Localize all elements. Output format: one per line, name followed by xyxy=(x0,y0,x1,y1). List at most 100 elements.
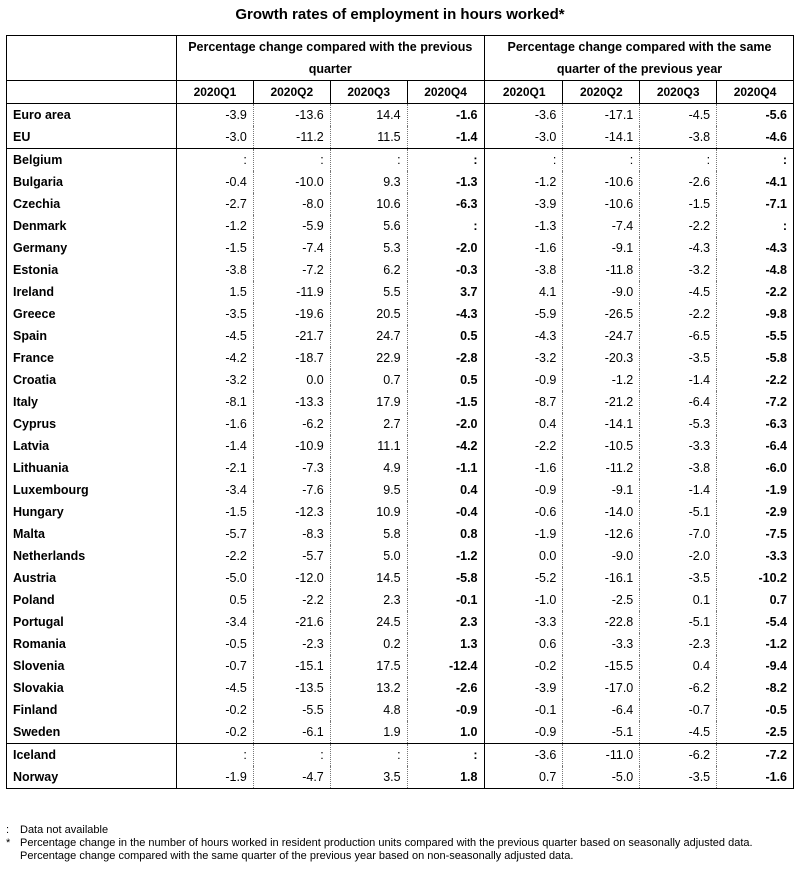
qoq-group-header: Percentage change compared with the prev… xyxy=(176,35,484,81)
value-cell: -17.0 xyxy=(562,677,640,699)
country-name: Italy xyxy=(6,391,177,413)
value-cell: -9.1 xyxy=(562,479,640,501)
table-row: Malta -5.7 -8.3 5.8 0.8 -1.9 -12.6 -7.0 -7.5 xyxy=(6,523,794,545)
country-name: Iceland xyxy=(6,743,177,766)
value-cell: 0.4 xyxy=(538,417,557,431)
value-cell: -16.1 xyxy=(562,567,640,589)
value-cell: 0.5 xyxy=(406,369,484,391)
table-row: Iceland:::: -3.6 -11.0 -6.2 -7.2 xyxy=(6,743,794,766)
value-cell: -2.5 xyxy=(562,589,640,611)
value-cell: -2.6 xyxy=(406,677,484,699)
value-cell: -3.8 xyxy=(639,126,717,149)
value-cell: -0.1 xyxy=(406,589,484,611)
table-row: Slovakia -4.5 -13.5 13.2 -2.6 -3.9 -17.0 -6.2 -8… xyxy=(6,677,794,699)
value-cell: -4.3 xyxy=(716,237,794,259)
table-row: Slovenia -0.7 -15.1 17.5 -12.4 -0.2 -15.5 0.4 -9… xyxy=(6,655,794,677)
value-cell: -4.8 xyxy=(716,259,794,281)
table-row: Bulgaria -0.4 -10.0 9.3 -1.3 -1.2 -10.6 -2.6 -4.… xyxy=(6,171,794,193)
value-cell: 0.0 xyxy=(538,549,557,563)
value-cell: -2.3 xyxy=(252,633,331,655)
value-cell: 24.7 xyxy=(329,325,408,347)
value-cell: -2.3 xyxy=(639,633,717,655)
value-cell: -4.7 xyxy=(252,766,331,789)
value-cell: -3.2 xyxy=(176,369,254,391)
value-cell: -10.6 xyxy=(562,193,640,215)
value-cell: -8.7 xyxy=(534,395,557,409)
value-cell: -5.8 xyxy=(716,347,794,369)
country-name: France xyxy=(6,347,177,369)
value-cell: 6.2 xyxy=(329,259,408,281)
value-cell: -1.6 xyxy=(534,461,557,475)
value-cell: -1.0 xyxy=(534,593,557,607)
country-name: Poland xyxy=(6,589,177,611)
value-cell: 0.7 xyxy=(329,369,408,391)
value-cell: -3.0 xyxy=(176,126,254,149)
value-cell: 4.9 xyxy=(329,457,408,479)
table-row: Hungary -1.5 -12.3 10.9 -0.4 -0.6 -14.0 -5.1 -2.… xyxy=(6,501,794,523)
value-cell: -5.5 xyxy=(716,325,794,347)
table-row: Italy -8.1 -13.3 17.9 -1.5 -8.7 -21.2 -6.4 -7.2 xyxy=(6,391,794,413)
value-cell: -3.9 xyxy=(534,681,557,695)
value-cell: -4.1 xyxy=(716,171,794,193)
value-cell: 17.5 xyxy=(329,655,408,677)
footnote: * Percentage change in the number of hour… xyxy=(6,837,794,863)
value-cell: -9.0 xyxy=(562,281,640,303)
country-name: Luxembourg xyxy=(6,479,177,501)
table-row: France -4.2 -18.7 22.9 -2.8 -3.2 -20.3 -3.5 -5.8 xyxy=(6,347,794,369)
value-cell: -2.2 xyxy=(639,215,717,237)
value-cell: -3.8 xyxy=(176,259,254,281)
value-cell: 5.5 xyxy=(329,281,408,303)
value-cell: : xyxy=(176,148,254,171)
value-cell: -11.2 xyxy=(562,457,640,479)
value-cell: -0.2 xyxy=(176,699,254,721)
value-cell: -1.2 xyxy=(534,175,557,189)
table-row: Euro area -3.9 -13.6 14.4 -1.6 -3.6 -17.1 -4.5-… xyxy=(6,103,794,126)
value-cell: : xyxy=(329,148,408,171)
country-name: Ireland xyxy=(6,281,177,303)
value-cell: -2.2 xyxy=(639,303,717,325)
value-cell: -21.2 xyxy=(562,391,640,413)
value-cell: -1.4 xyxy=(176,435,254,457)
value-cell: -1.6 xyxy=(406,103,484,126)
value-cell: -0.2 xyxy=(176,721,254,744)
value-cell: -4.5 xyxy=(639,103,717,126)
value-cell: -1.4 xyxy=(639,479,717,501)
country-name: Denmark xyxy=(6,215,177,237)
value-cell: 0.7 xyxy=(716,589,794,611)
value-cell: : xyxy=(486,148,563,171)
value-cell: 22.9 xyxy=(329,347,408,369)
value-cell: -5.3 xyxy=(639,413,717,435)
value-cell: -4.5 xyxy=(639,281,717,303)
value-cell: 0.5 xyxy=(176,589,254,611)
value-cell: -0.7 xyxy=(176,655,254,677)
value-cell: -6.2 xyxy=(252,413,331,435)
country-name: Slovakia xyxy=(6,677,177,699)
country-name: Norway xyxy=(6,766,177,789)
value-cell: -5.1 xyxy=(562,721,640,744)
value-cell: -0.3 xyxy=(406,259,484,281)
table-row: EU -3.0 -11.2 11.5 -1.4 -3.0 -14.1 -3.8 -4.6 xyxy=(6,126,794,149)
table-row: Cyprus -1.6 -6.2 2.7 -2.0 0.4 -14.1 -5.3 -6.3 xyxy=(6,413,794,435)
value-cell: -5.1 xyxy=(639,611,717,633)
value-cell: -0.4 xyxy=(176,171,254,193)
value-cell: 2.3 xyxy=(406,611,484,633)
value-cell: -9.0 xyxy=(562,545,640,567)
country-name: Spain xyxy=(6,325,177,347)
value-cell: -12.0 xyxy=(252,567,331,589)
table-row: Czechia -2.7 -8.0 10.6 -6.3 -3.9 -10.6 -1.5 -7.1 xyxy=(6,193,794,215)
corner-cell xyxy=(6,35,177,81)
value-cell: -2.7 xyxy=(176,193,254,215)
value-cell: -2.0 xyxy=(406,413,484,435)
value-cell: : xyxy=(639,148,717,171)
value-cell: -10.9 xyxy=(252,435,331,457)
country-name: Germany xyxy=(6,237,177,259)
country-name: Romania xyxy=(6,633,177,655)
value-cell: -5.5 xyxy=(252,699,331,721)
value-cell: -4.3 xyxy=(639,237,717,259)
value-cell: -11.0 xyxy=(562,743,640,766)
value-cell: -0.2 xyxy=(534,659,557,673)
value-cell: -2.5 xyxy=(716,721,794,744)
value-cell: -8.2 xyxy=(716,677,794,699)
value-cell: -0.9 xyxy=(534,725,557,739)
table-row: Lithuania -2.1 -7.3 4.9 -1.1 -1.6 -11.2 -3.8 -6.… xyxy=(6,457,794,479)
